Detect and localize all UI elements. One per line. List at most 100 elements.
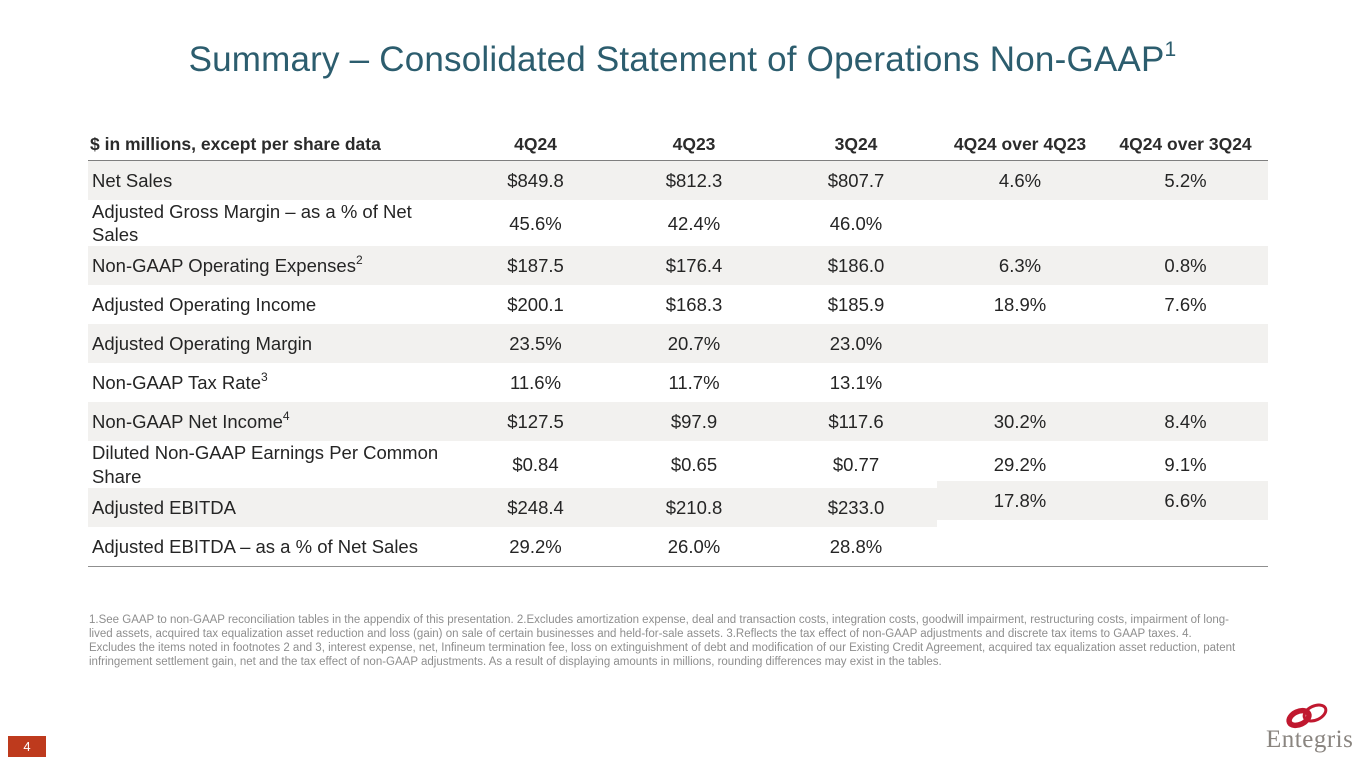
column-header-4q23: 4Q23 [613,134,775,161]
cell-value: 20.7% [667,333,721,355]
cell-value: 30.2% [993,411,1047,433]
cell-value: $127.5 [507,411,564,433]
cell-value: $97.9 [670,411,718,433]
cell-value [1103,363,1268,402]
row-label: Adjusted Operating Income [88,285,458,324]
row-label-text: Adjusted Operating Margin [92,333,313,355]
cell-value: $200.1 [507,294,564,316]
table-row: Non-GAAP Operating Expenses2 $187.5 $176.4… [88,246,1268,286]
cell-value: 28.8% [775,526,937,567]
cell-value: $168.3 [665,294,723,316]
cell-value [937,324,1103,363]
row-label: Adjusted EBITDA [88,488,458,527]
cell-value: $233.0 [827,496,885,518]
cell-value: 9.1% [1164,454,1207,476]
cell-value: 4.6% [998,169,1042,191]
entegris-logo-text: Entegris [1266,726,1354,753]
row-label-text: Adjusted EBITDA [92,496,236,518]
cell-value: $0.77 [832,454,880,476]
cell-value: 8.4% [1164,411,1207,433]
row-label: Non-GAAP Operating Expenses2 [88,246,458,285]
row-label: Diluted Non-GAAP Earnings Per Common Sha… [88,441,458,487]
cell-value: $849.8 [507,169,564,191]
cell-value: 18.9% [993,294,1047,316]
cell-value: $117.6 [828,411,884,433]
cell-value: $186.0 [827,255,885,277]
table-row: Diluted Non-GAAP Earnings Per Common Sha… [88,441,1268,487]
row-label: Adjusted Operating Margin [88,324,458,363]
column-header-4q24-over-3q24: 4Q24 over 3Q24 [1103,134,1268,161]
financial-summary-table: $ in millions, except per share data 4Q2… [88,134,1268,567]
table-row: Adjusted EBITDA – as a % of Net Sales 29.… [88,526,1268,567]
page-title: Summary – Consolidated Statement of Oper… [0,38,1365,80]
cell-value: 0.8% [1164,255,1207,277]
table-header-row: $ in millions, except per share data 4Q2… [88,134,1268,161]
row-label: Non-GAAP Tax Rate3 [88,363,458,402]
page-title-text: Summary – Consolidated Statement of Oper… [188,40,1165,79]
page-number: 4 [23,739,31,754]
cell-value: 42.4% [667,212,721,234]
row-footnote-superscript: 2 [355,253,363,268]
row-label-text: Adjusted Gross Margin – as a % of Net Sa… [92,201,412,246]
cell-value: $185.9 [827,294,885,316]
row-label-text: Non-GAAP Tax Rate [92,372,261,394]
cell-value: $0.84 [512,454,559,476]
cell-value: 5.2% [1164,169,1207,191]
cell-value: 29.2% [993,454,1047,476]
entegris-logo: Entegris [1266,703,1354,753]
cell-value [1103,526,1268,567]
entegris-rings-icon [1286,703,1328,729]
cell-value: 13.1% [829,372,883,394]
cell-value: 23.0% [829,333,883,355]
cell-value: $210.8 [665,496,723,518]
table-row: Net Sales $849.8 $812.3 $807.7 4.6% 5.2% [88,160,1268,201]
cell-value: 46.0% [829,212,883,234]
table-row: Non-GAAP Tax Rate3 11.6% 11.7% 13.1% [88,363,1268,402]
cell-value: $0.65 [670,454,718,476]
row-label: Adjusted Gross Margin – as a % of Net Sa… [88,200,458,246]
footnotes: 1.See GAAP to non-GAAP reconciliation ta… [89,614,1236,669]
cell-value [937,363,1103,402]
row-label-text: Adjusted EBITDA – as a % of Net Sales [92,535,418,557]
cell-value: 11.7% [668,372,720,394]
row-label: Non-GAAP Net Income4 [88,402,458,441]
column-header-4q24: 4Q24 [458,134,613,161]
cell-value: 23.5% [509,333,562,355]
row-label-text: Net Sales [92,170,173,192]
cell-value [937,526,1103,567]
cell-value: 17.8% [993,489,1047,511]
table-row: Non-GAAP Net Income4 $127.5 $97.9 $117.6 30.… [88,402,1268,442]
table-row: Adjusted Gross Margin – as a % of Net Sa… [88,200,1268,246]
title-footnote-superscript: 1 [1164,38,1177,62]
cell-value [1103,324,1268,363]
cell-value: $176.4 [665,255,723,277]
column-header-3q24: 3Q24 [775,134,937,161]
table-row: Adjusted EBITDA $248.4 $210.8 $233.0 17.8% 6.… [88,487,1268,527]
table-row: Adjusted Operating Margin 23.5% 20.7% 23.0% [88,324,1268,364]
column-header-4q24-over-4q23: 4Q24 over 4Q23 [937,134,1103,161]
cell-value: 29.2% [458,526,613,567]
row-label-text: Diluted Non-GAAP Earnings Per Common Sha… [92,442,439,487]
row-label-text: Non-GAAP Operating Expenses [92,255,356,277]
cell-value: 45.6% [509,212,562,234]
cell-value [937,200,1103,246]
row-label: Adjusted EBITDA – as a % of Net Sales [88,526,458,567]
cell-value: 11.6% [509,372,562,394]
row-label: Net Sales [88,161,458,201]
table-body: Net Sales $849.8 $812.3 $807.7 4.6% 5.2% Adjus… [88,160,1268,567]
page-number-badge: 4 [8,736,46,757]
cell-value: 6.3% [998,255,1042,277]
cell-value: $812.3 [665,169,723,191]
cell-value: 26.0% [613,526,775,567]
row-footnote-superscript: 4 [282,409,290,424]
column-header-units: $ in millions, except per share data [88,134,458,161]
row-label-text: Non-GAAP Net Income [92,411,283,433]
table-row: Adjusted Operating Income $200.1 $168.3 $18… [88,285,1268,324]
cell-value [1103,200,1268,246]
cell-value: $187.5 [507,255,564,277]
cell-value: 6.6% [1164,489,1207,511]
row-label-text: Adjusted Operating Income [92,294,317,316]
cell-value: 7.6% [1164,294,1207,316]
cell-value: $248.4 [507,496,564,518]
